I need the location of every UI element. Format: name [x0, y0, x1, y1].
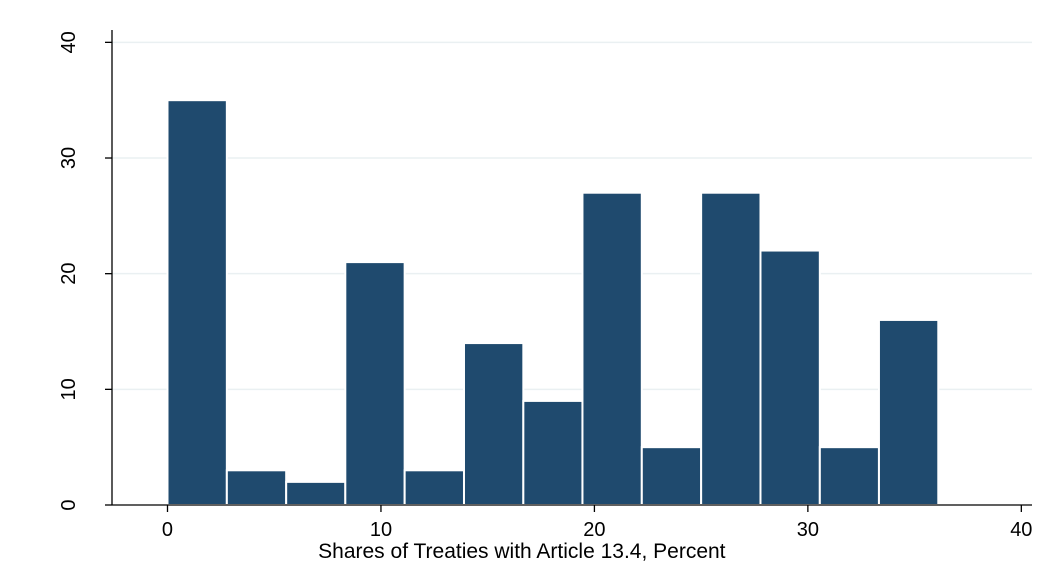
bar-0	[166, 99, 228, 506]
bars	[166, 99, 940, 507]
x-tick-label-30: 30	[797, 519, 819, 541]
bar-2	[285, 480, 347, 506]
bar-6	[522, 399, 584, 507]
y-tick-label-40: 40	[58, 31, 80, 53]
bar-5	[462, 342, 525, 506]
x-tick-label-20: 20	[583, 519, 605, 541]
axes: 0 10 20 30 40 0 10 20 30 40	[58, 30, 1032, 541]
x-tick-label-10: 10	[370, 519, 392, 541]
bar-3	[344, 261, 406, 506]
y-tick-label-30: 30	[58, 147, 80, 169]
x-axis-title: Shares of Treaties with Article 13.4, Pe…	[318, 540, 726, 563]
bar-1	[225, 469, 288, 507]
y-tick-label-10: 10	[58, 378, 80, 400]
bar-7	[581, 191, 643, 506]
bar-11	[818, 446, 880, 506]
bar-4	[403, 469, 465, 507]
bar-9	[700, 191, 762, 506]
x-tick-label-40: 40	[1010, 519, 1032, 541]
y-tick-label-20: 20	[58, 263, 80, 285]
bar-8	[640, 446, 703, 506]
bar-12	[877, 318, 940, 506]
x-tick-label-0: 0	[162, 519, 173, 541]
bar-10	[759, 249, 821, 506]
y-tick-label-0: 0	[58, 499, 80, 510]
